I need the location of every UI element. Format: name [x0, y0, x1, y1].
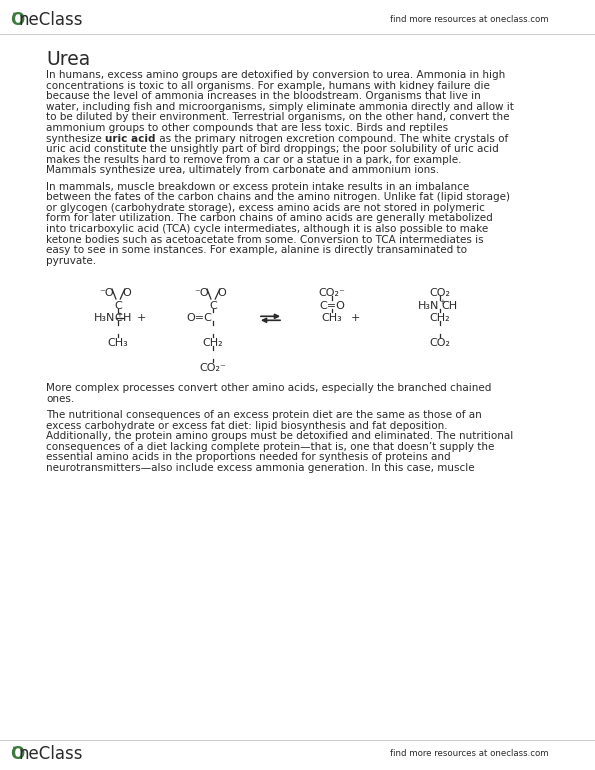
Text: water, including fish and microorganisms, simply eliminate ammonia directly and : water, including fish and microorganisms… — [46, 102, 514, 112]
Text: ⁻O: ⁻O — [195, 288, 209, 298]
Text: +: + — [351, 313, 361, 323]
Text: +: + — [440, 300, 446, 305]
Text: C: C — [114, 301, 122, 311]
Text: neurotransmitters—also include excess ammonia generation. In this case, muscle: neurotransmitters—also include excess am… — [46, 463, 475, 473]
Text: to be diluted by their environment. Terrestrial organisms, on the other hand, co: to be diluted by their environment. Terr… — [46, 112, 509, 122]
Text: O: O — [10, 11, 24, 29]
Text: ones.: ones. — [46, 394, 74, 404]
Text: consequences of a diet lacking complete protein—that is, one that doesn’t supply: consequences of a diet lacking complete … — [46, 442, 494, 452]
Text: find more resources at oneclass.com: find more resources at oneclass.com — [390, 15, 549, 25]
Text: ketone bodies such as acetoacetate from some. Conversion to TCA intermediates is: ketone bodies such as acetoacetate from … — [46, 235, 484, 245]
Text: CH: CH — [441, 301, 457, 311]
Text: The nutritional consequences of an excess protein diet are the same as those of : The nutritional consequences of an exces… — [46, 410, 482, 420]
Text: as the primary nitrogen excretion compound. The white crystals of: as the primary nitrogen excretion compou… — [155, 134, 508, 143]
Text: synthesize: synthesize — [46, 134, 105, 143]
Text: C: C — [209, 301, 217, 311]
Text: H₃N: H₃N — [93, 313, 115, 323]
Text: CH₃: CH₃ — [108, 338, 129, 348]
Text: O: O — [217, 288, 226, 298]
Text: Mammals synthesize urea, ultimately from carbonate and ammonium ions.: Mammals synthesize urea, ultimately from… — [46, 166, 439, 176]
Text: form for later utilization. The carbon chains of amino acids are generally metab: form for later utilization. The carbon c… — [46, 213, 493, 223]
Text: In mammals, muscle breakdown or excess protein intake results in an imbalance: In mammals, muscle breakdown or excess p… — [46, 182, 469, 192]
Text: C=O: C=O — [319, 301, 345, 311]
Text: easy to see in some instances. For example, alanine is directly transaminated to: easy to see in some instances. For examp… — [46, 245, 467, 255]
Text: neClass: neClass — [19, 745, 83, 763]
Text: makes the results hard to remove from a car or a statue in a park, for example.: makes the results hard to remove from a … — [46, 155, 462, 165]
Text: More complex processes convert other amino acids, especially the branched chaine: More complex processes convert other ami… — [46, 383, 491, 393]
Text: find more resources at oneclass.com: find more resources at oneclass.com — [390, 749, 549, 758]
Text: CO₂⁻: CO₂⁻ — [318, 288, 346, 298]
Text: CO₂⁻: CO₂⁻ — [199, 363, 227, 373]
Text: CO₂: CO₂ — [430, 288, 450, 298]
Text: ammonium groups to other compounds that are less toxic. Birds and reptiles: ammonium groups to other compounds that … — [46, 123, 448, 133]
Text: uric acid constitute the unsightly part of bird droppings; the poor solubility o: uric acid constitute the unsightly part … — [46, 144, 499, 154]
Text: H₃N: H₃N — [418, 301, 439, 311]
Text: neClass: neClass — [19, 11, 83, 29]
Text: or glycogen (carbohydrate storage), excess amino acids are not stored in polymer: or glycogen (carbohydrate storage), exce… — [46, 203, 485, 213]
Text: excess carbohydrate or excess fat diet: lipid biosynthesis and fat deposition.: excess carbohydrate or excess fat diet: … — [46, 420, 447, 430]
Text: essential amino acids in the proportions needed for synthesis of proteins and: essential amino acids in the proportions… — [46, 453, 450, 463]
Text: concentrations is toxic to all organisms. For example, humans with kidney failur: concentrations is toxic to all organisms… — [46, 81, 490, 91]
Text: because the level of ammonia increases in the bloodstream. Organisms that live i: because the level of ammonia increases i… — [46, 91, 481, 101]
Text: uric acid: uric acid — [105, 134, 155, 143]
Text: O: O — [10, 745, 24, 763]
Text: CH₂: CH₂ — [430, 313, 450, 323]
Text: C: C — [114, 313, 122, 323]
Text: into tricarboxylic acid (TCA) cycle intermediates, although it is also possible : into tricarboxylic acid (TCA) cycle inte… — [46, 224, 488, 234]
Text: H: H — [123, 313, 131, 323]
Text: CH₂: CH₂ — [203, 338, 223, 348]
Text: CO₂: CO₂ — [430, 338, 450, 348]
Text: between the fates of the carbon chains and the amino nitrogen. Unlike fat (lipid: between the fates of the carbon chains a… — [46, 192, 510, 202]
Text: Urea: Urea — [46, 50, 90, 69]
Text: Additionally, the protein amino groups must be detoxified and eliminated. The nu: Additionally, the protein amino groups m… — [46, 431, 513, 441]
Text: O=C: O=C — [186, 313, 212, 323]
Text: +: + — [116, 312, 122, 318]
Text: ⁻O: ⁻O — [99, 288, 114, 298]
Text: In humans, excess amino groups are detoxified by conversion to urea. Ammonia in : In humans, excess amino groups are detox… — [46, 70, 505, 80]
Text: +: + — [137, 313, 146, 323]
Text: O: O — [122, 288, 131, 298]
Text: CH₃: CH₃ — [322, 313, 342, 323]
Text: pyruvate.: pyruvate. — [46, 256, 96, 266]
